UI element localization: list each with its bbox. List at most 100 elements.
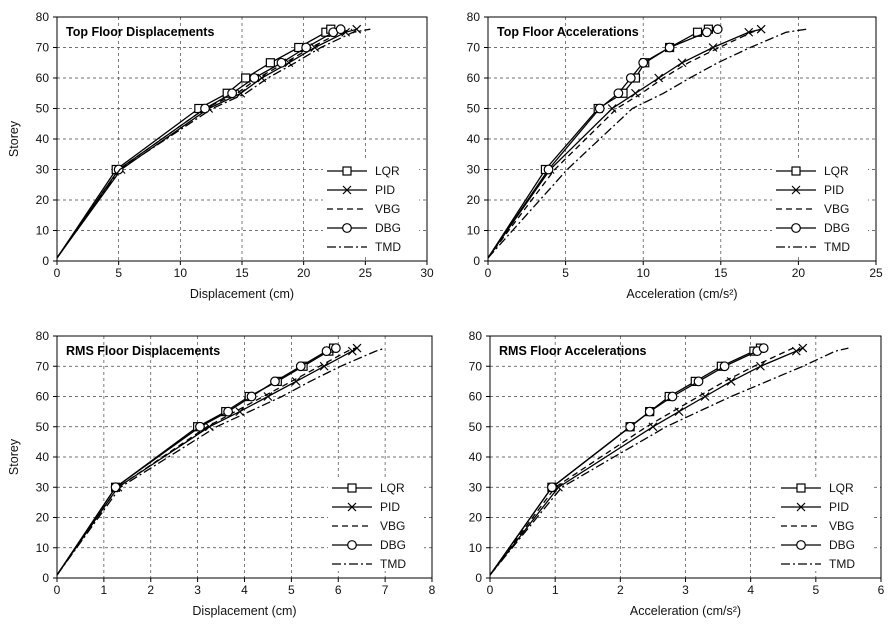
x-axis-label: Displacement (cm)	[190, 287, 294, 301]
data-point-lqr	[241, 73, 251, 83]
series-vbg	[56, 28, 352, 259]
x-tick-label: 7	[382, 583, 389, 597]
y-tick-label: 70	[36, 41, 50, 55]
x-tick-label: 15	[714, 266, 728, 280]
y-tick-label: 60	[467, 71, 481, 85]
x-tick-label: 25	[869, 266, 883, 280]
data-point-dbg	[246, 391, 257, 402]
legend-label: DBG	[824, 221, 850, 235]
data-point-dbg	[625, 73, 636, 83]
legend-label: PID	[380, 500, 400, 514]
y-tick-label: 30	[469, 480, 483, 494]
legend-label: PID	[824, 183, 844, 197]
legend: LQR PID VBG DBG TMD	[777, 478, 873, 571]
data-point-dbg	[667, 391, 678, 402]
series-dbg	[487, 24, 723, 259]
data-point-dbg	[321, 346, 332, 357]
x-tick-label: 5	[288, 583, 295, 597]
chart-title: RMS Floor Displacements	[66, 344, 220, 358]
series-dbg	[56, 24, 346, 259]
data-point-pid	[291, 376, 301, 386]
y-tick-label: 0	[42, 254, 49, 268]
x-tick-label: 0	[485, 266, 492, 280]
data-point-dbg	[331, 343, 341, 354]
legend-label: DBG	[380, 538, 406, 552]
legend-label: LQR	[380, 481, 405, 495]
y-axis-label: Storey	[7, 438, 21, 475]
y-tick-label: 70	[469, 359, 483, 373]
data-point-dbg	[644, 406, 655, 417]
gridlines	[57, 336, 432, 578]
y-axis-label: Storey	[7, 120, 21, 157]
chart-title: Top Floor Displacements	[66, 25, 214, 39]
y-tick-label: 40	[36, 132, 50, 146]
data-point-pid	[677, 58, 687, 68]
data-point-dbg	[270, 376, 280, 387]
data-point-dbg	[758, 343, 769, 354]
series-dbg	[56, 343, 341, 576]
x-tick-label: 4	[747, 583, 754, 597]
legend: LQR PID VBG DBG TMD	[328, 478, 424, 571]
data-point-pid	[654, 73, 664, 83]
x-tick-label: 20	[297, 266, 311, 280]
x-tick-label: 8	[429, 583, 436, 597]
x-tick-label: 0	[487, 583, 494, 597]
series-line-tmd	[56, 347, 386, 576]
series-pid	[489, 343, 808, 576]
chart-panel-1: 0 5 10 15 20 25 30 0 10 20 30 40 50 60 70 80 Displacemen…	[7, 10, 434, 301]
y-tick-label: 30	[36, 163, 50, 177]
legend-label: DBG	[829, 538, 855, 552]
x-tick-label: 3	[682, 583, 689, 597]
legend-marker-lqr	[347, 483, 357, 493]
legend-label: VBG	[380, 519, 405, 533]
x-tick-label: 5	[812, 583, 819, 597]
data-point-dbg	[693, 376, 704, 387]
data-point-dbg	[712, 24, 723, 35]
y-tick-label: 30	[467, 163, 481, 177]
data-point-dbg	[200, 103, 210, 114]
x-tick-label: 20	[792, 266, 806, 280]
legend-label: VBG	[824, 202, 849, 216]
data-point-dbg	[664, 42, 675, 53]
series-line-tmd	[487, 28, 807, 259]
data-point-pid	[726, 376, 736, 386]
x-tick-label: 1	[101, 583, 108, 597]
series-lqr	[489, 343, 766, 576]
x-tick-label: 2	[617, 583, 624, 597]
y-tick-label: 60	[36, 390, 50, 404]
series-line-dbg	[489, 347, 764, 576]
series-line-pid	[56, 347, 358, 576]
data-point-dbg	[613, 88, 624, 99]
legend-label: LQR	[829, 481, 854, 495]
y-tick-label: 0	[42, 571, 49, 585]
y-tick-label: 20	[36, 193, 50, 207]
y-tick-label: 80	[36, 10, 50, 24]
x-tick-label: 3	[194, 583, 201, 597]
x-tick-label: 1	[552, 583, 559, 597]
x-tick-label: 25	[359, 266, 373, 280]
data-point-pid	[798, 343, 808, 353]
x-tick-label: 6	[335, 583, 342, 597]
series-line-vbg	[56, 28, 352, 259]
legend-marker-lqr	[342, 166, 352, 176]
y-tick-label: 60	[36, 71, 50, 85]
series-line-vbg	[56, 347, 355, 576]
data-point-dbg	[227, 88, 238, 99]
x-axis-label: Acceleration (cm/s²)	[630, 604, 741, 618]
legend-label: TMD	[824, 240, 850, 254]
chart-title: RMS Floor Accelerations	[499, 344, 647, 358]
data-point-dbg	[638, 57, 649, 68]
data-point-dbg	[594, 103, 605, 114]
y-tick-label: 20	[469, 511, 483, 525]
data-point-dbg	[335, 24, 346, 35]
data-point-pid	[791, 346, 801, 356]
series-pid	[56, 24, 362, 259]
x-tick-label: 0	[54, 266, 61, 280]
legend-label: TMD	[375, 240, 401, 254]
legend-background	[777, 478, 873, 571]
data-point-pid	[756, 361, 765, 371]
y-tick-label: 70	[467, 41, 481, 55]
y-tick-label: 50	[469, 420, 483, 434]
chart-panel-2: 0 5 10 15 20 25 0 10 20 30 40 50 60 70 80 Acceleration …	[467, 10, 883, 301]
